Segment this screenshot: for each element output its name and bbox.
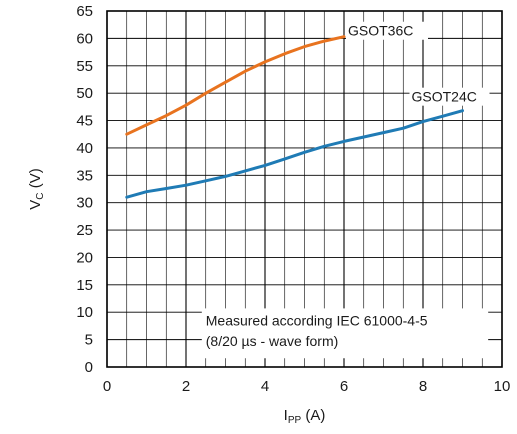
y-tick-labels: 0 5 10 15 20 25 30 35 40 45 50 55 60 65 [76, 3, 93, 376]
y-tick-label: 25 [76, 222, 93, 239]
x-tick-label: 6 [340, 378, 348, 395]
series-line [125, 109, 464, 199]
y-tick-label: 60 [76, 30, 93, 47]
y-axis-label-sub: C [35, 192, 46, 199]
annotation-line-1: Measured according IEC 61000-4-5 [206, 312, 428, 328]
y-tick-label: 45 [76, 113, 93, 130]
series-label-bg [409, 87, 490, 106]
x-tick-label: 10 [494, 378, 511, 395]
annotation-box [201, 308, 489, 359]
y-tick-label: 35 [76, 167, 93, 184]
x-tick-label: 4 [261, 378, 269, 395]
y-tick-label: 20 [76, 249, 93, 266]
y-tick-label: 15 [76, 277, 93, 294]
x-axis-label-sub: PP [288, 415, 302, 426]
series-label-gsot36c: GSOT36C [348, 23, 413, 39]
annotation-line-2: (8/20 µs - wave form) [206, 333, 339, 349]
x-axis-label-main: I [284, 407, 288, 424]
x-axis-label-unit: (A) [301, 407, 325, 424]
y-tick-label: 10 [76, 304, 93, 321]
series-line [125, 35, 346, 136]
x-tick-labels: 0 2 4 6 8 10 [103, 378, 511, 395]
series-label-gsot24c: GSOT24C [412, 89, 477, 105]
x-tick-label: 0 [103, 378, 111, 395]
y-tick-label: 30 [76, 195, 93, 212]
series-layer [125, 35, 464, 199]
y-tick-label: 50 [76, 85, 93, 102]
y-tick-label: 55 [76, 58, 93, 75]
y-axis-label-unit: (V) [27, 168, 44, 192]
y-tick-label: 40 [76, 140, 93, 157]
y-tick-label: 5 [85, 332, 93, 349]
x-tick-label: 2 [182, 378, 190, 395]
plot-frame [106, 10, 503, 368]
y-tick-label: 65 [76, 3, 93, 20]
y-tick-label: 0 [85, 359, 93, 376]
x-axis-label: IPP (A) [284, 407, 326, 426]
y-axis-label-main: V [27, 200, 44, 210]
series-label-bg [346, 21, 428, 40]
x-tick-label: 8 [419, 378, 427, 395]
y-axis-label: VC (V) [27, 168, 46, 209]
